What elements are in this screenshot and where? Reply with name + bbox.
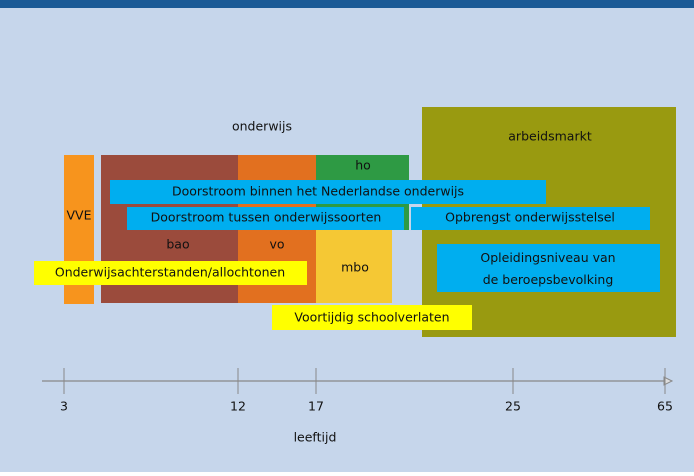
flow-box	[110, 180, 546, 204]
flow-label: Opbrengst onderwijsstelsel	[445, 210, 615, 225]
block-label: ho	[355, 158, 371, 173]
tick-label: 65	[657, 399, 673, 414]
section-label: arbeidsmarkt	[508, 129, 592, 144]
flow-label: Opleidingsniveau van de beroepsbevolking	[480, 250, 615, 287]
flow-box	[411, 207, 650, 230]
tick-label: 3	[60, 399, 68, 414]
axis-arrow	[663, 376, 674, 386]
block-label: bao	[166, 237, 189, 252]
issue-box	[34, 261, 307, 285]
tick-label: 17	[308, 399, 324, 414]
issue-label: Onderwijsachterstanden/allochtonen	[55, 265, 285, 280]
flow-label: Doorstroom tussen onderwijssoorten	[151, 210, 382, 225]
axis-label: leeftijd	[294, 430, 337, 445]
block	[316, 230, 392, 303]
header-band	[0, 0, 694, 8]
flow-box	[127, 207, 404, 230]
section-label: onderwijs	[232, 119, 292, 134]
issue-label: Voortijdig schoolverlaten	[294, 310, 449, 325]
issue-box	[272, 305, 472, 330]
block-label: mbo	[341, 260, 369, 275]
block-label: vo	[269, 237, 284, 252]
tick-label: 25	[505, 399, 521, 414]
flow-box	[437, 244, 660, 292]
block-label: VVE	[67, 208, 92, 223]
flow-label: Doorstroom binnen het Nederlandse onderw…	[172, 184, 464, 199]
tick-label: 12	[230, 399, 246, 414]
